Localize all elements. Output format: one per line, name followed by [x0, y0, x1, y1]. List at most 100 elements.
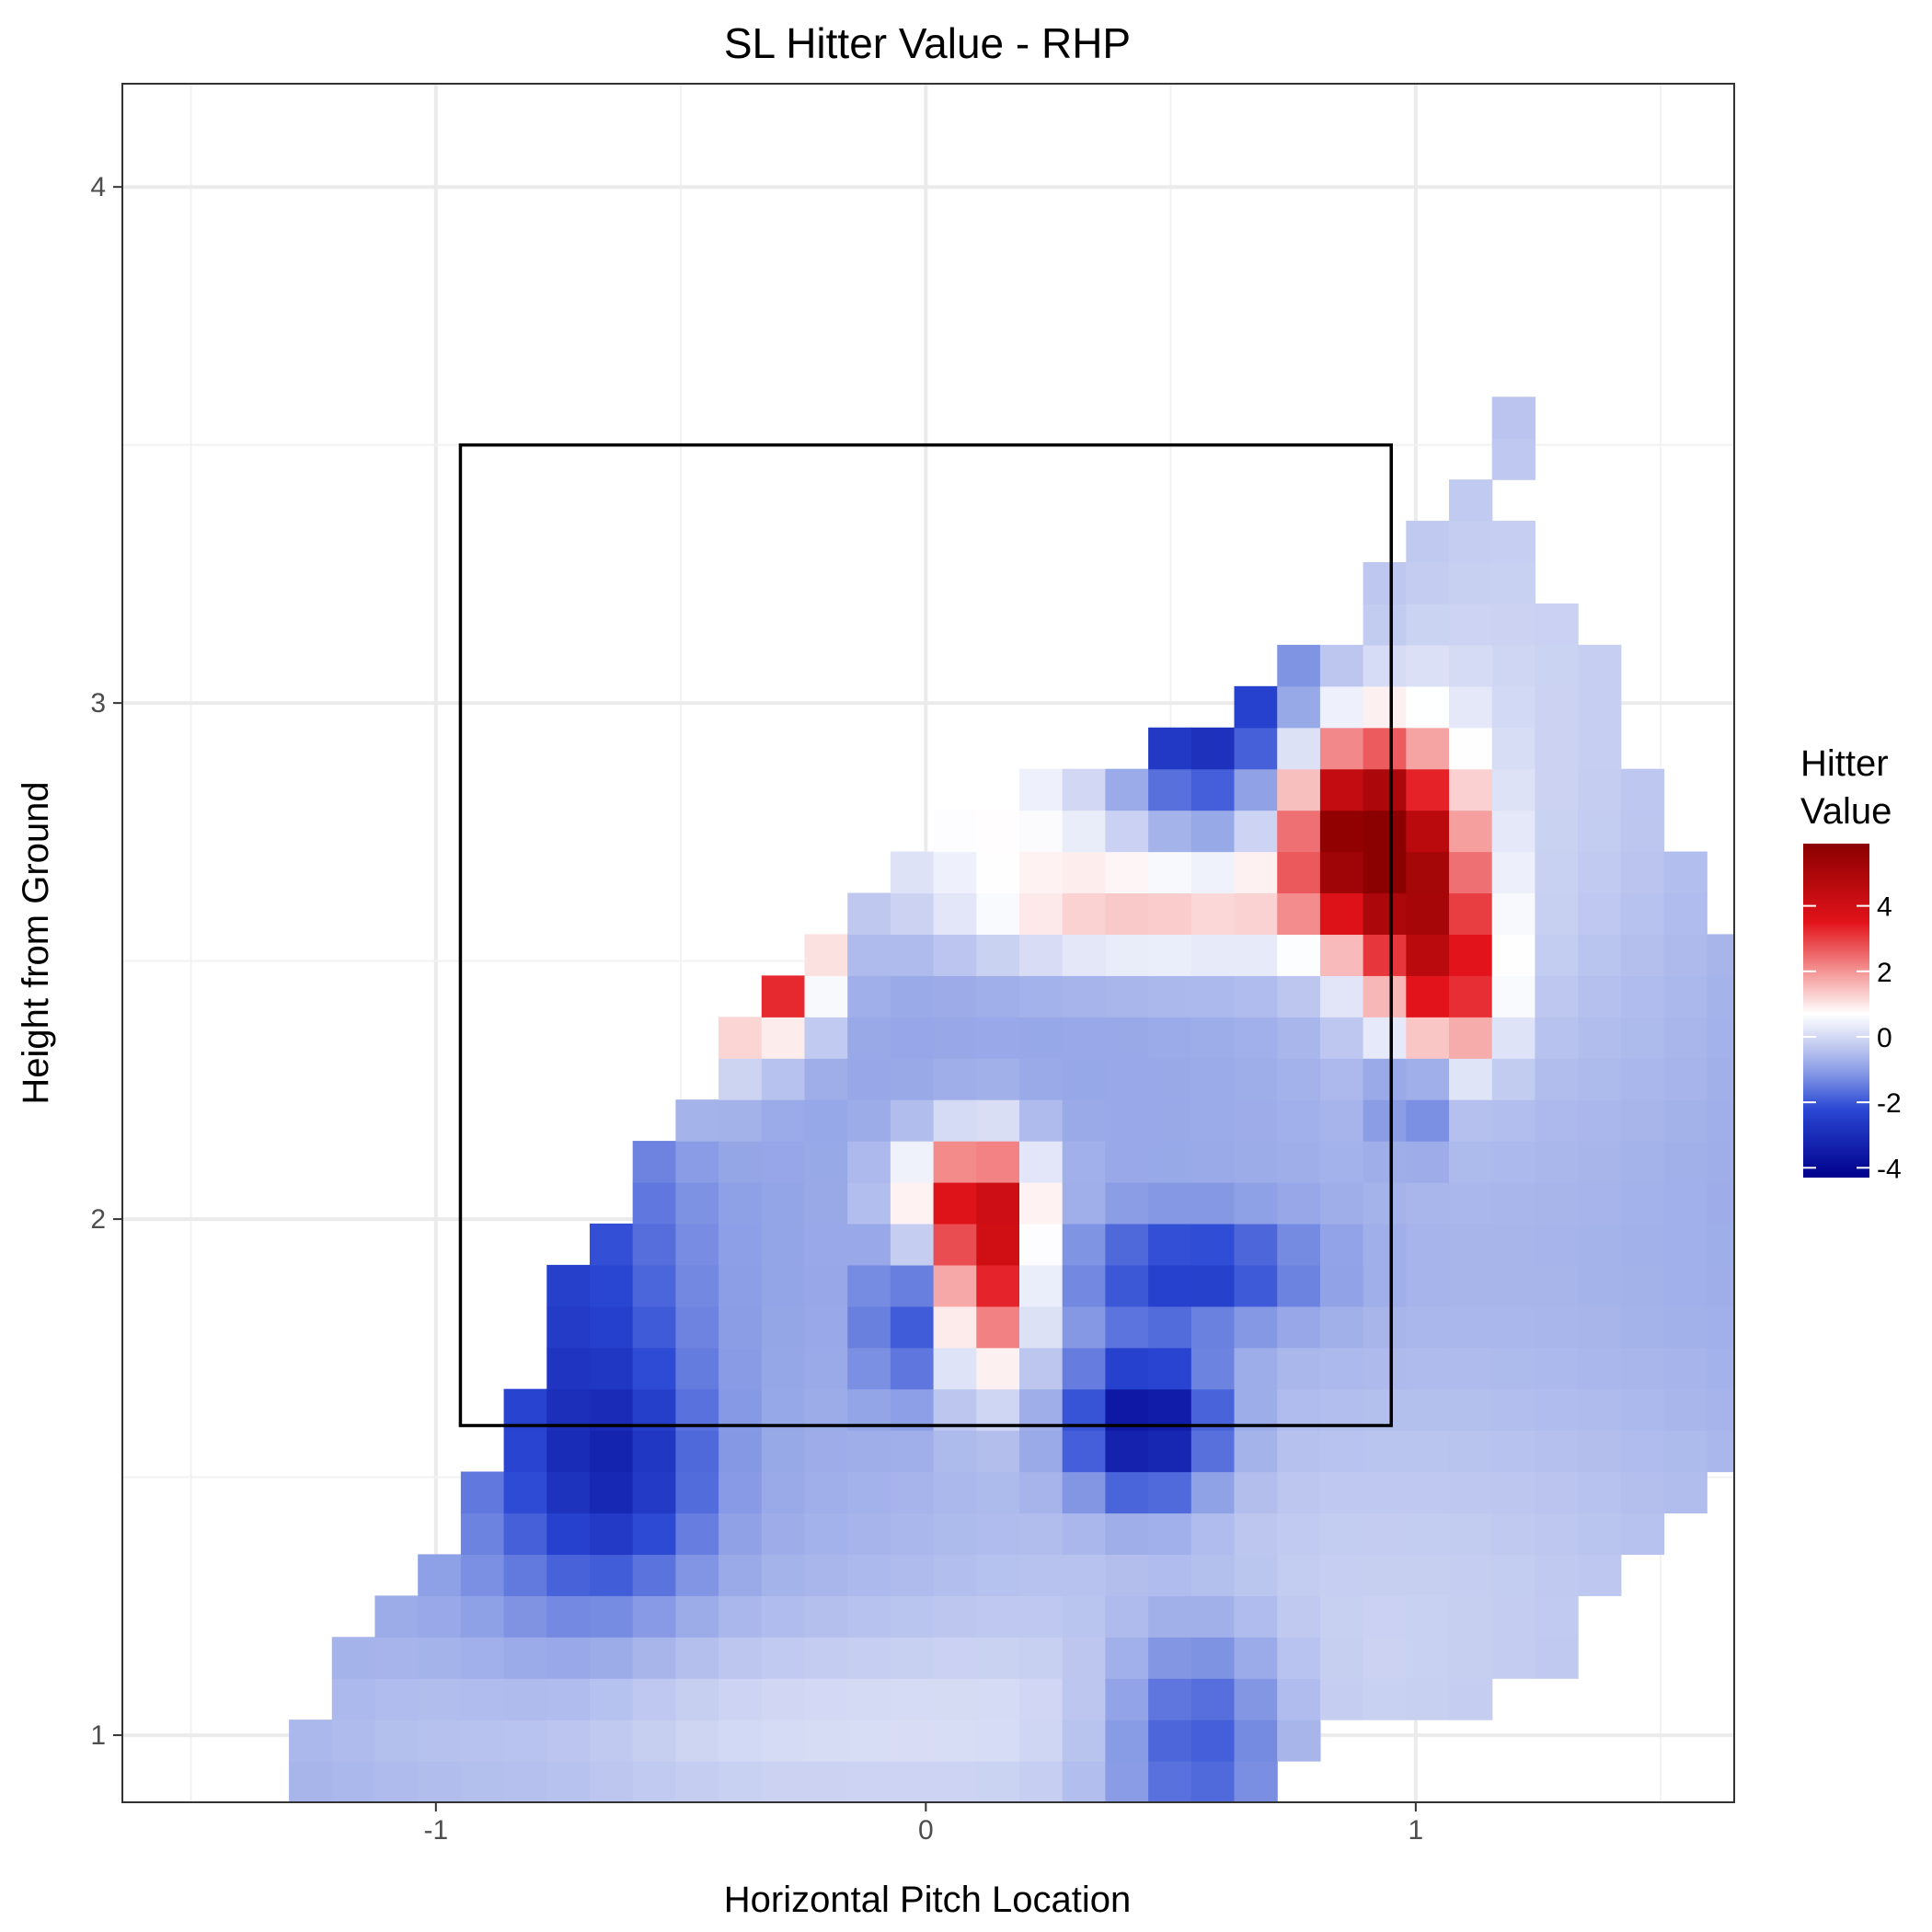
- heat-cell-r18-c32: [1663, 1017, 1708, 1059]
- heat-cell-r27-c23: [1277, 644, 1321, 687]
- heat-cell-r5-c25: [1363, 1554, 1407, 1596]
- heat-cell-r9-c6: [546, 1388, 591, 1432]
- heat-cell-r21-c13: [847, 892, 891, 936]
- heat-cell-r20-c28: [1491, 934, 1536, 976]
- heat-cell-r10-c15: [933, 1347, 977, 1390]
- heat-cell-r9-c11: [761, 1388, 806, 1432]
- heat-cell-r3-c17: [1018, 1637, 1064, 1679]
- heat-cell-r21-c17: [1018, 892, 1064, 936]
- heat-cell-r21-c15: [933, 892, 977, 936]
- heat-cell-r28-c26: [1406, 603, 1450, 646]
- heat-cell-r24-c21: [1190, 768, 1236, 811]
- heat-cell-r1-c19: [1105, 1719, 1149, 1762]
- heat-cell-r9-c18: [1062, 1388, 1107, 1432]
- heat-cell-r17-c29: [1535, 1058, 1579, 1100]
- heat-cell-r21-c29: [1535, 892, 1579, 936]
- heat-cell-r3-c28: [1491, 1637, 1536, 1679]
- heat-cell-r3-c18: [1062, 1637, 1107, 1679]
- heat-cell-r6-c8: [632, 1512, 676, 1556]
- heat-cell-r11-c13: [847, 1305, 891, 1349]
- heat-cell-r13-c26: [1406, 1223, 1450, 1266]
- heat-cell-r15-c18: [1062, 1141, 1107, 1183]
- heat-cell-r5-c23: [1277, 1554, 1321, 1596]
- heat-cell-r8-c32: [1663, 1430, 1708, 1473]
- heat-cell-r8-c5: [503, 1430, 547, 1473]
- heat-cell-r18-c28: [1491, 1017, 1536, 1059]
- heat-cell-r15-c32: [1663, 1141, 1708, 1183]
- heat-cell-r7-c10: [719, 1471, 763, 1514]
- heat-cell-r16-c28: [1491, 1099, 1536, 1142]
- heat-cell-r3-c9: [675, 1637, 719, 1679]
- heat-cell-r6-c15: [933, 1512, 977, 1556]
- heat-cell-r22-c25: [1363, 851, 1407, 894]
- heat-cell-r14-c12: [804, 1182, 848, 1225]
- legend-tick-label-2: 0: [1877, 1023, 1892, 1053]
- heat-cell-r17-c26: [1406, 1058, 1450, 1100]
- heat-cell-r14-c13: [847, 1182, 891, 1225]
- heat-cell-r15-c33: [1707, 1141, 1735, 1183]
- heat-cell-r14-c15: [933, 1182, 977, 1225]
- heat-cell-r2-c24: [1319, 1678, 1364, 1720]
- heat-cell-r14-c20: [1148, 1182, 1192, 1225]
- heat-cell-r2-c14: [890, 1678, 935, 1720]
- heat-cell-r2-c15: [933, 1678, 977, 1720]
- heat-cell-r13-c13: [847, 1223, 891, 1266]
- heat-cell-r26-c30: [1578, 685, 1622, 729]
- chart-title: SL Hitter Value - RHP: [724, 19, 1131, 67]
- heat-cell-r0-c18: [1062, 1761, 1107, 1803]
- heat-cell-r8-c27: [1449, 1430, 1493, 1473]
- heat-cell-r11-c23: [1277, 1305, 1321, 1349]
- heat-cell-r7-c11: [761, 1471, 806, 1514]
- heat-cell-r17-c22: [1234, 1058, 1278, 1100]
- heat-cell-r29-c25: [1363, 562, 1407, 604]
- x-tick-label-1: 0: [918, 1815, 934, 1846]
- heat-cell-r4-c25: [1363, 1595, 1407, 1638]
- heat-cell-r7-c28: [1491, 1471, 1536, 1514]
- heat-cell-r5-c9: [675, 1554, 719, 1596]
- heat-cell-r24-c29: [1535, 768, 1579, 811]
- heat-cell-r14-c30: [1578, 1182, 1622, 1225]
- heat-cell-r24-c20: [1148, 768, 1192, 811]
- heat-cell-r19-c25: [1363, 975, 1407, 1018]
- heat-cell-r11-c31: [1620, 1305, 1665, 1349]
- heat-cell-r12-c9: [675, 1264, 719, 1307]
- heat-cell-r20-c20: [1148, 934, 1192, 976]
- heat-cell-r6-c10: [719, 1512, 763, 1556]
- heat-cell-r8-c31: [1620, 1430, 1665, 1473]
- heat-cell-r24-c27: [1449, 768, 1493, 811]
- heat-cell-r18-c18: [1062, 1017, 1107, 1059]
- heat-cell-r13-c12: [804, 1223, 848, 1266]
- heat-cell-r7-c29: [1535, 1471, 1579, 1514]
- heat-cell-r10-c17: [1018, 1347, 1064, 1390]
- heatmap-cells: [289, 397, 1735, 1803]
- heat-cell-r11-c30: [1578, 1305, 1622, 1349]
- heat-cell-r4-c17: [1018, 1595, 1064, 1638]
- heat-cell-r24-c24: [1319, 768, 1364, 811]
- heat-cell-r8-c8: [632, 1430, 676, 1473]
- heat-cell-r7-c23: [1277, 1471, 1321, 1514]
- heat-cell-r12-c15: [933, 1264, 977, 1307]
- heat-cell-r12-c28: [1491, 1264, 1536, 1307]
- heat-cell-r7-c12: [804, 1471, 848, 1514]
- heat-cell-r0-c6: [546, 1761, 591, 1803]
- heat-cell-r4-c7: [589, 1595, 634, 1638]
- heat-cell-r11-c7: [589, 1305, 634, 1349]
- heat-cell-r20-c26: [1406, 934, 1450, 976]
- heat-cell-r18-c15: [933, 1017, 977, 1059]
- heat-cell-r1-c6: [546, 1719, 591, 1762]
- heat-cell-r26-c24: [1319, 685, 1364, 729]
- heat-cell-r4-c3: [418, 1595, 462, 1638]
- heat-cell-r16-c33: [1707, 1099, 1735, 1142]
- heat-cell-r9-c26: [1406, 1388, 1450, 1432]
- heat-cell-r17-c17: [1018, 1058, 1064, 1100]
- heat-cell-r19-c28: [1491, 975, 1536, 1018]
- heat-cell-r7-c24: [1319, 1471, 1364, 1514]
- heat-cell-r16-c27: [1449, 1099, 1493, 1142]
- heat-cell-r11-c18: [1062, 1305, 1107, 1349]
- heat-cell-r21-c22: [1234, 892, 1278, 936]
- heat-cell-r20-c32: [1663, 934, 1708, 976]
- heat-cell-r19-c20: [1148, 975, 1192, 1018]
- heat-cell-r17-c19: [1105, 1058, 1149, 1100]
- heat-cell-r13-c18: [1062, 1223, 1107, 1266]
- heat-cell-r6-c26: [1406, 1512, 1450, 1556]
